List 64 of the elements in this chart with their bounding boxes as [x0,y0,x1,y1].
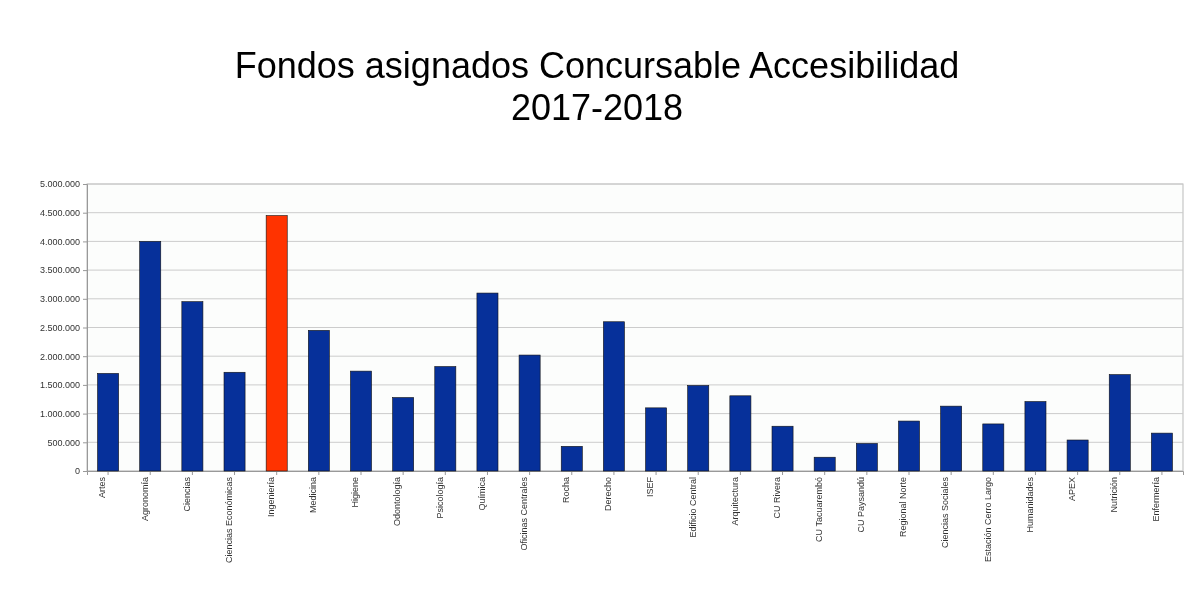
bar [181,301,204,472]
y-tick-label: 2.500.000 [39,322,80,333]
bar [982,423,1005,472]
bar [898,420,920,472]
x-tick-label: Psicología [434,477,445,519]
x-tick-label: Higiene [350,477,361,508]
x-tick-label: Derecho [603,477,614,512]
y-tick-label: 3.000.000 [39,294,80,305]
bar [308,330,330,472]
x-tick-label: Medicina [308,477,319,514]
bar [771,425,794,472]
bar [813,456,836,472]
x-tick-label: Ingeniería [265,477,276,518]
bar [687,385,710,472]
x-tick-label: Rocha [561,477,572,504]
bar [1066,439,1089,472]
y-tick-label: 0 [74,466,80,477]
x-tick-label: Ciencias Sociales [940,476,951,549]
x-tick-label: APEX [1066,477,1077,502]
y-tick-label: 500.000 [47,437,80,448]
y-tick-label: 1.500.000 [39,380,80,391]
y-tick-label: 5.000.000 [39,179,80,190]
x-tick-label: Estación Cerro Largo [982,477,993,563]
y-tick-label: 1.000.000 [39,408,80,419]
bar [139,241,162,472]
bar [1108,374,1131,472]
x-tick-label: Agronomía [139,477,150,522]
x-tick-label: Ciencias Económicas [223,476,234,564]
x-tick-label: Enfermería [1151,477,1162,522]
y-tick-label: 3.500.000 [39,265,80,276]
y-tick-label: 4.000.000 [39,236,80,247]
x-tick-label: ISEF [645,476,656,498]
x-tick-label: Regional Norte [898,477,909,538]
x-tick-label: Arquitectura [729,477,740,526]
x-tick-label: CU Rivera [771,477,782,519]
bar [223,371,246,472]
bar [1151,432,1173,472]
x-tick-label: CU Tacuarembó [813,477,824,542]
x-tick-label: Oficinas Centrales [518,476,529,551]
bar [603,321,625,472]
bar [350,370,372,472]
chart-title: Fondos asignados Concursable Accesibilidad 2017-2018 [234,45,960,128]
x-tick-label: Ciencias [181,476,192,512]
x-tick-label: CU Paysandú [856,477,867,533]
bar [476,292,499,472]
bar [392,397,414,472]
x-tick-label: Artes [97,476,108,499]
bar [518,354,541,472]
bar [434,366,457,472]
y-tick-label: 2.000.000 [39,351,80,362]
bar [645,407,667,472]
x-tick-label: Humanidades [1024,476,1035,533]
bar [265,215,288,472]
bar [940,405,962,472]
x-tick-label: Química [476,477,487,511]
x-tick-label: Edificio Central [687,477,698,538]
x-tick-label: Nutrición [1109,477,1120,513]
bar [560,446,583,472]
bar [97,373,119,472]
bar [856,443,878,472]
x-tick-label: Odontología [392,477,403,527]
y-tick-label: 4.500.000 [39,208,80,219]
bar [1024,401,1047,472]
bar [729,395,752,472]
